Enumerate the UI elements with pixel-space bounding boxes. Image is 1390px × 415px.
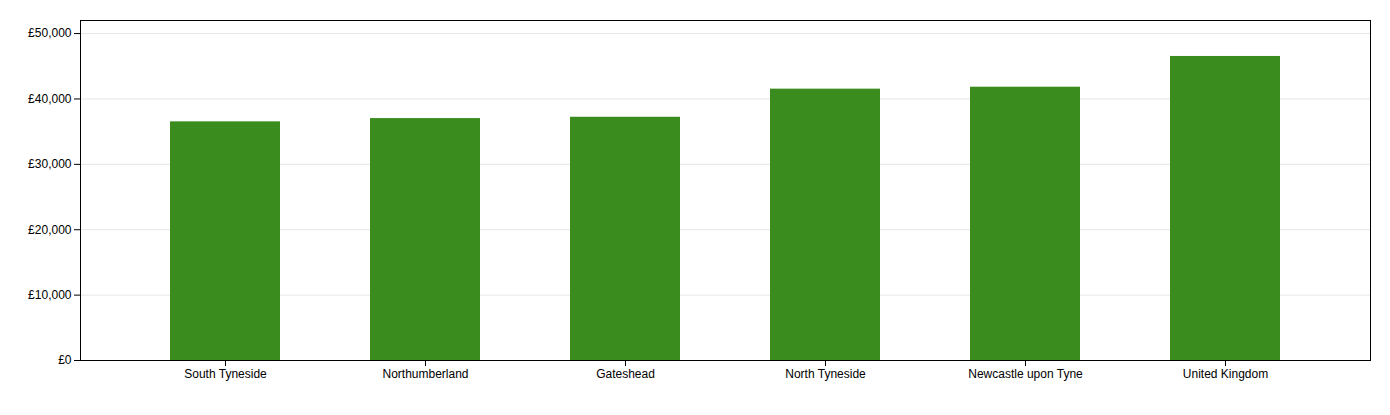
svg-text:£40,000: £40,000 <box>28 92 72 106</box>
svg-text:Northumberland: Northumberland <box>382 367 468 381</box>
svg-text:£50,000: £50,000 <box>28 26 72 40</box>
svg-text:Gateshead: Gateshead <box>596 367 655 381</box>
svg-text:Newcastle upon Tyne: Newcastle upon Tyne <box>968 367 1083 381</box>
svg-text:South Tyneside: South Tyneside <box>184 367 267 381</box>
svg-text:£30,000: £30,000 <box>28 157 72 171</box>
svg-text:£0: £0 <box>58 353 72 367</box>
svg-text:£10,000: £10,000 <box>28 288 72 302</box>
svg-text:United Kingdom: United Kingdom <box>1183 367 1268 381</box>
svg-text:£20,000: £20,000 <box>28 223 72 237</box>
svg-text:North Tyneside: North Tyneside <box>785 367 866 381</box>
